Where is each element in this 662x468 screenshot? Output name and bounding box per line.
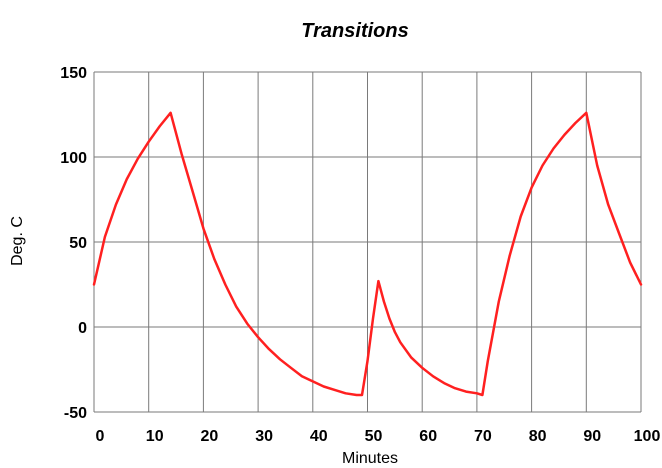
series-line (92, 111, 643, 397)
y-tick-label: 100 (60, 150, 87, 167)
x-tick-label: 20 (201, 428, 219, 445)
y-tick-label: 50 (69, 235, 87, 252)
y-tick-label: 150 (60, 65, 87, 82)
y-axis-label: Deg. C (9, 216, 26, 266)
x-tick-label: 100 (634, 428, 661, 445)
chart-title: Transitions (301, 20, 408, 42)
series-layer (92, 111, 643, 397)
x-tick-label: 50 (365, 428, 383, 445)
x-tick-label: 80 (529, 428, 547, 445)
grid (93, 71, 642, 413)
x-tick-label: 10 (146, 428, 164, 445)
y-axis-ticks: 150 100 50 0 -50 (60, 65, 87, 422)
x-axis-ticks: 0 10 20 30 40 50 60 70 80 90 100 (96, 428, 661, 445)
y-tick-label: 0 (78, 320, 87, 337)
x-tick-label: 90 (583, 428, 601, 445)
x-tick-label: 70 (474, 428, 492, 445)
x-tick-label: 30 (255, 428, 273, 445)
y-tick-label: -50 (64, 405, 87, 422)
x-tick-label: 0 (96, 428, 105, 445)
x-tick-label: 40 (310, 428, 328, 445)
x-axis-label: Minutes (342, 450, 398, 467)
x-tick-label: 60 (419, 428, 437, 445)
